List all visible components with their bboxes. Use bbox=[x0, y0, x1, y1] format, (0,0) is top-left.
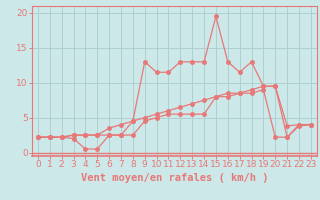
X-axis label: Vent moyen/en rafales ( km/h ): Vent moyen/en rafales ( km/h ) bbox=[81, 173, 268, 183]
